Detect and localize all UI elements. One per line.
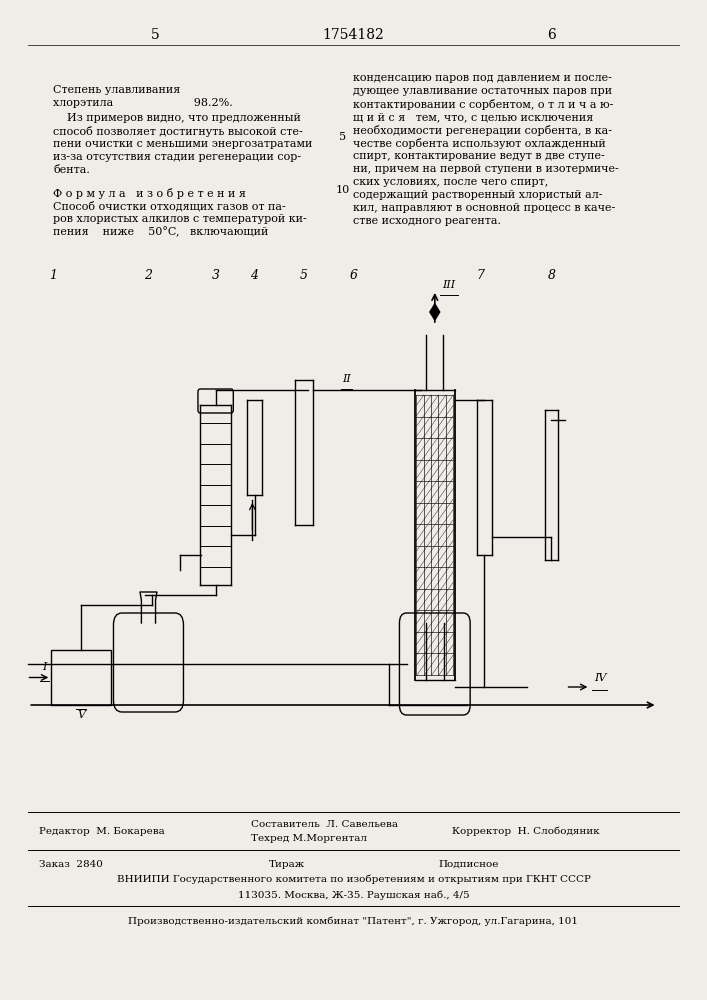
Text: пени очистки с меньшими энергозатратами: пени очистки с меньшими энергозатратами bbox=[53, 139, 312, 149]
Text: Составитель  Л. Савельева: Составитель Л. Савельева bbox=[251, 820, 398, 829]
Text: 3: 3 bbox=[211, 269, 220, 282]
Text: Корректор  Н. Слободяник: Корректор Н. Слободяник bbox=[452, 827, 600, 836]
Text: III: III bbox=[442, 280, 455, 290]
Text: 5: 5 bbox=[339, 132, 346, 142]
Text: 6: 6 bbox=[349, 269, 358, 282]
Text: Подписное: Подписное bbox=[438, 860, 498, 869]
Text: кил, направляют в основной процесс в каче-: кил, направляют в основной процесс в кач… bbox=[354, 203, 616, 213]
Text: пения    ниже    50°C,   включающий: пения ниже 50°C, включающий bbox=[53, 227, 269, 238]
Text: 1754182: 1754182 bbox=[322, 28, 385, 42]
Text: Техред М.Моргентал: Техред М.Моргентал bbox=[251, 834, 367, 843]
Text: IV: IV bbox=[594, 673, 607, 683]
Text: 5: 5 bbox=[300, 269, 308, 282]
Text: спирт, контактирование ведут в две ступе-: спирт, контактирование ведут в две ступе… bbox=[354, 151, 605, 161]
Text: способ позволяет достигнуть высокой сте-: способ позволяет достигнуть высокой сте- bbox=[53, 126, 303, 137]
Text: 8: 8 bbox=[547, 269, 556, 282]
Text: 1: 1 bbox=[49, 269, 57, 282]
Text: 4: 4 bbox=[250, 269, 259, 282]
Text: Производственно-издательский комбинат "Патент", г. Ужгород, ул.Гагарина, 101: Производственно-издательский комбинат "П… bbox=[129, 916, 578, 926]
Text: необходимости регенерации сорбента, в ка-: необходимости регенерации сорбента, в ка… bbox=[354, 125, 612, 136]
Text: дующее улавливание остаточных паров при: дующее улавливание остаточных паров при bbox=[354, 86, 613, 96]
Text: Заказ  2840: Заказ 2840 bbox=[39, 860, 103, 869]
Text: Ф о р м у л а   и з о б р е т е н и я: Ф о р м у л а и з о б р е т е н и я bbox=[53, 188, 246, 199]
Text: Редактор  М. Бокарева: Редактор М. Бокарева bbox=[39, 827, 165, 836]
Text: 2: 2 bbox=[144, 269, 153, 282]
Text: 6: 6 bbox=[547, 28, 556, 42]
Text: конденсацию паров под давлением и после-: конденсацию паров под давлением и после- bbox=[354, 73, 612, 83]
Text: честве сорбента используют охлажденный: честве сорбента используют охлажденный bbox=[354, 138, 606, 149]
Text: щ и й с я   тем, что, с целью исключения: щ и й с я тем, что, с целью исключения bbox=[354, 112, 594, 122]
Text: ских условиях, после чего спирт,: ских условиях, после чего спирт, bbox=[354, 177, 549, 187]
Text: 113035. Москва, Ж-35. Раушская наб., 4/5: 113035. Москва, Ж-35. Раушская наб., 4/5 bbox=[238, 890, 469, 900]
Text: Способ очистки отходящих газов от па-: Способ очистки отходящих газов от па- bbox=[53, 201, 286, 212]
Text: Степень улавливания: Степень улавливания bbox=[53, 85, 180, 95]
Text: I: I bbox=[42, 662, 47, 672]
Text: хлорэтила                       98.2%.: хлорэтила 98.2%. bbox=[53, 98, 233, 108]
Text: 7: 7 bbox=[477, 269, 485, 282]
Text: Из примеров видно, что предложенный: Из примеров видно, что предложенный bbox=[53, 113, 301, 123]
Text: Тираж: Тираж bbox=[269, 860, 305, 869]
Polygon shape bbox=[430, 304, 440, 320]
Text: ВНИИПИ Государственного комитета по изобретениям и открытиям при ГКНТ СССР: ВНИИПИ Государственного комитета по изоб… bbox=[117, 875, 590, 884]
Text: 5: 5 bbox=[151, 28, 160, 42]
Text: содержащий растворенный хлористый ал-: содержащий растворенный хлористый ал- bbox=[354, 190, 603, 200]
Text: из-за отсутствия стадии регенерации сор-: из-за отсутствия стадии регенерации сор- bbox=[53, 152, 301, 162]
Text: бента.: бента. bbox=[53, 165, 90, 175]
Text: ни, причем на первой ступени в изотермиче-: ни, причем на первой ступени в изотермич… bbox=[354, 164, 619, 174]
Text: II: II bbox=[342, 374, 351, 384]
Bar bbox=[52, 650, 112, 705]
Text: V: V bbox=[77, 710, 86, 720]
Text: стве исходного реагента.: стве исходного реагента. bbox=[354, 216, 501, 226]
Text: ров хлористых алкилов с температурой ки-: ров хлористых алкилов с температурой ки- bbox=[53, 214, 307, 224]
Text: контактировании с сорбентом, о т л и ч а ю-: контактировании с сорбентом, о т л и ч а… bbox=[354, 99, 614, 110]
Text: 10: 10 bbox=[336, 185, 350, 195]
